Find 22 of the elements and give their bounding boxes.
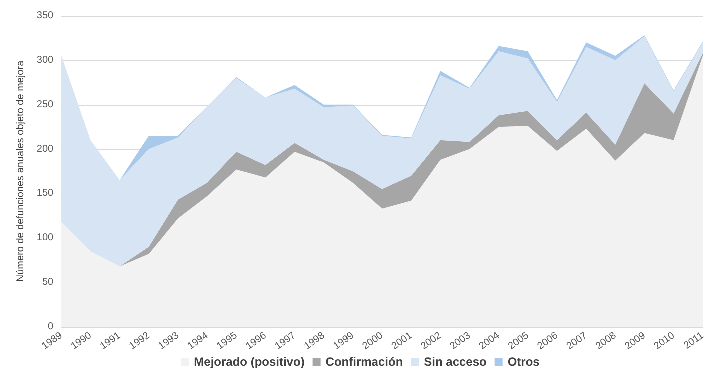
legend-label: Mejorado (positivo) xyxy=(194,355,305,369)
y-tick-label: 300 xyxy=(36,54,54,66)
legend-label: Otros xyxy=(508,355,540,369)
x-tick-label: 2009 xyxy=(623,330,648,352)
y-tick-label: 350 xyxy=(36,10,54,22)
y-tick-label: 50 xyxy=(42,277,54,288)
x-tick-label: 1989 xyxy=(40,330,66,352)
x-tick-label: 1991 xyxy=(98,330,124,352)
y-axis-title: Número de defunciones anuales objeto de mejora xyxy=(16,60,26,282)
x-tick-label: 1990 xyxy=(69,330,94,352)
x-tick-label: 2011 xyxy=(682,330,707,352)
legend-label: Sin acceso xyxy=(424,355,487,369)
x-tick-label: 2000 xyxy=(360,330,386,352)
y-tick-label: 100 xyxy=(36,232,54,244)
x-tick-label: 2010 xyxy=(652,330,678,352)
y-tick-label: 250 xyxy=(36,99,54,110)
x-tick-label: 2001 xyxy=(390,330,415,352)
y-tick-label: 150 xyxy=(36,188,54,200)
y-tick-label: 0 xyxy=(48,322,54,332)
legend-label: Confirmación xyxy=(326,355,404,369)
y-tick-label: 200 xyxy=(36,144,54,155)
x-tick-label: 1999 xyxy=(332,330,357,352)
